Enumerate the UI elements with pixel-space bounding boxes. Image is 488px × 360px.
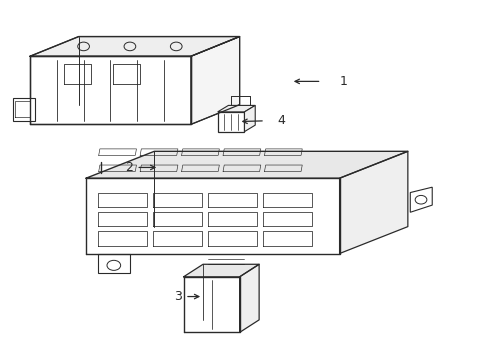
Polygon shape [86, 151, 407, 178]
Polygon shape [13, 98, 35, 121]
Polygon shape [339, 151, 407, 253]
Text: 1: 1 [339, 75, 347, 88]
Polygon shape [86, 178, 339, 253]
Text: 3: 3 [173, 290, 182, 303]
Polygon shape [244, 105, 255, 132]
Text: 4: 4 [277, 114, 285, 127]
Polygon shape [98, 253, 130, 273]
Polygon shape [30, 56, 190, 125]
Polygon shape [217, 112, 244, 132]
Polygon shape [183, 277, 239, 332]
Polygon shape [217, 105, 255, 112]
Polygon shape [190, 37, 239, 125]
Text: 2: 2 [125, 161, 133, 174]
Polygon shape [239, 264, 259, 332]
Polygon shape [30, 37, 239, 56]
Polygon shape [183, 264, 259, 277]
Polygon shape [409, 187, 431, 212]
